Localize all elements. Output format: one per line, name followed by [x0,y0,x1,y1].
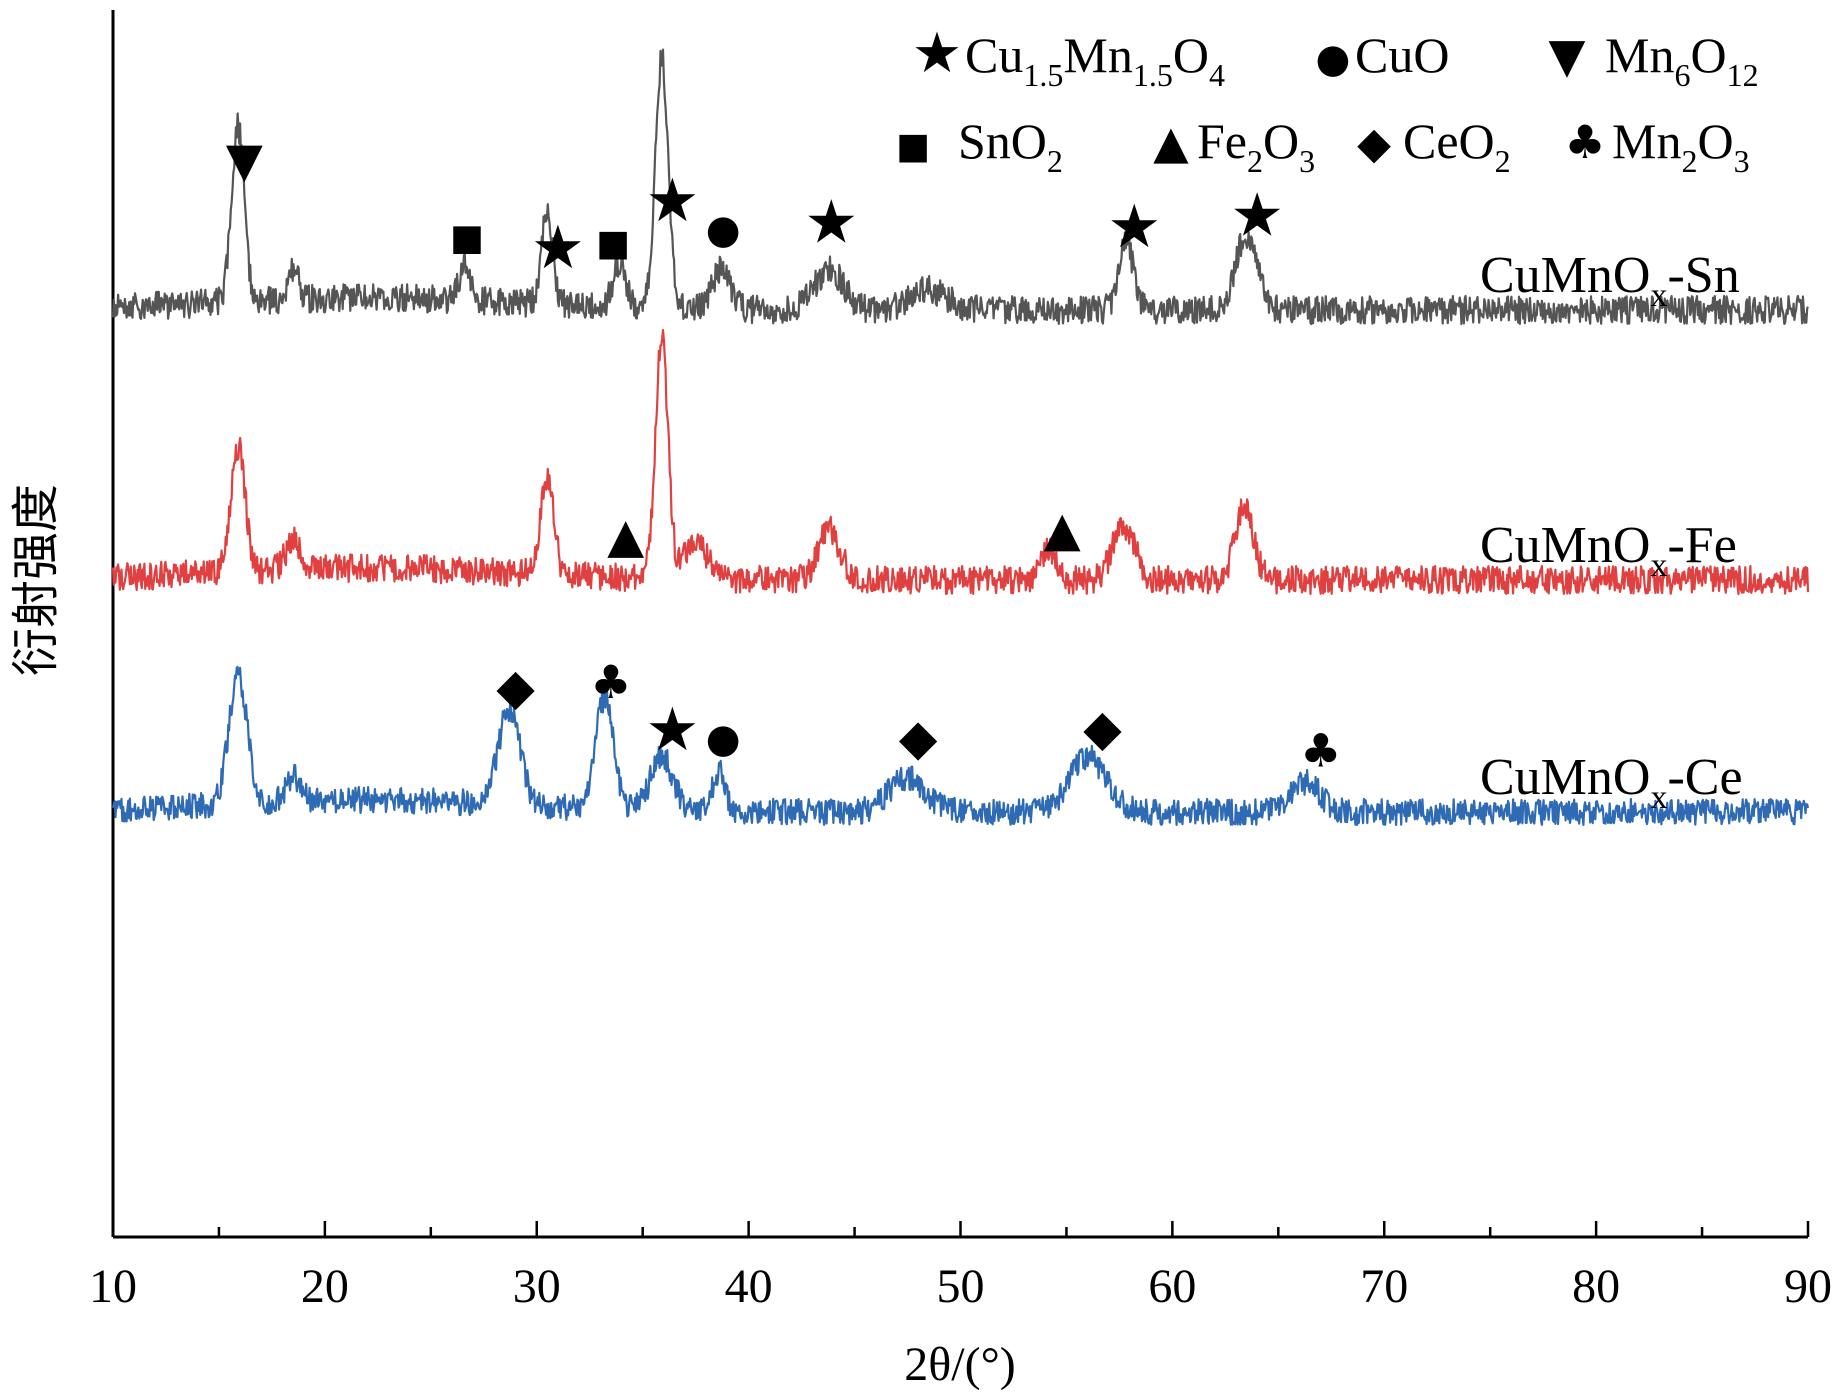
series-label-tail: -Ce [1667,749,1742,806]
star-marker: ★ [645,166,699,236]
series-label-sub: x [1650,547,1667,584]
triangle-up-marker: ▲ [607,508,644,564]
legend-square-icon: ■ [896,126,930,167]
legend-entry-label: Fe2O3 [1197,113,1315,179]
legend-entry-label: Cu1.5Mn1.5O4 [965,27,1225,93]
star-marker: ★ [645,695,699,765]
x-axis-title: 2θ/(°) [904,1338,1016,1391]
x-tick-label: 80 [1572,1260,1620,1313]
club-marker: ♣ [590,655,631,709]
x-tick-label: 20 [301,1260,349,1313]
star-marker: ★ [804,187,858,257]
series-line-CuMnOx-Sn [111,48,1809,326]
square-marker: ■ [596,223,630,264]
legend-entry-label: CeO2 [1403,113,1511,179]
circle-marker: ● [706,716,741,762]
diamond-marker: ◆ [899,709,938,767]
series-label-base: CuMnO [1480,749,1650,806]
x-tick-label: 70 [1360,1260,1408,1313]
x-tick-label: 60 [1148,1260,1196,1313]
x-ticks: 10 20 30 40 50 60 70 80 90 [89,1221,1832,1313]
star-marker: ★ [1230,181,1284,251]
diamond-marker: ◆ [496,658,535,716]
x-tick-label: 30 [513,1260,561,1313]
series-label-sub: x [1650,277,1667,314]
series-label-sub: x [1650,779,1667,816]
series-label: CuMnOx-Sn [1480,247,1740,314]
legend-entry-label: Mn2O3 [1612,113,1750,179]
series-label-base: CuMnO [1480,517,1650,574]
star-marker: ★ [531,213,585,283]
x-tick-label: 40 [725,1260,773,1313]
legend: ★ Cu1.5Mn1.5O4 ● CuO ▼ Mn6O12 ■ SnO2 ▲ Fe2O3 ◆ CeO2… [896,21,1759,179]
legend-entry-label: SnO2 [958,113,1063,179]
club-marker: ♣ [1300,723,1341,777]
triangle-up-marker: ▲ [1044,502,1081,558]
y-axis-title: 衍射强度 [10,484,63,676]
legend-entry-label: Mn6O12 [1605,27,1759,93]
legend-star-icon: ★ [912,21,962,86]
star-marker: ★ [1107,192,1161,262]
legend-triangle-down-icon: ▼ [1549,28,1586,84]
series-label: CuMnOx-Ce [1480,749,1743,816]
legend-circle-icon: ● [1316,36,1351,82]
diamond-marker: ◆ [1083,699,1122,757]
x-tick-label: 50 [937,1260,985,1313]
legend-diamond-icon: ◆ [1357,118,1391,169]
circle-marker: ● [706,207,741,253]
x-tick-label: 10 [89,1260,137,1313]
square-marker: ■ [450,218,484,259]
legend-entry-label: CuO [1355,27,1449,83]
series-lines [111,48,1810,827]
series-label-tail: -Fe [1667,517,1736,574]
series-label-base: CuMnO [1480,247,1650,304]
series-label-tail: -Sn [1667,247,1739,304]
series-line-CuMnOx-Ce [111,665,1810,827]
legend-triangle-up-icon: ▲ [1153,115,1189,169]
x-tick-label: 90 [1784,1260,1832,1313]
legend-club-icon: ♣ [1564,115,1605,169]
triangle-down-marker: ▼ [226,133,263,189]
series-label: CuMnOx-Fe [1480,517,1737,584]
series-line-CuMnOx-Fe [111,329,1810,596]
phase-markers: ▼★★■ ■ ● ★ ★ ★▲ ▲◆ ♣★ ● ◆ ◆ ♣ [226,133,1341,778]
